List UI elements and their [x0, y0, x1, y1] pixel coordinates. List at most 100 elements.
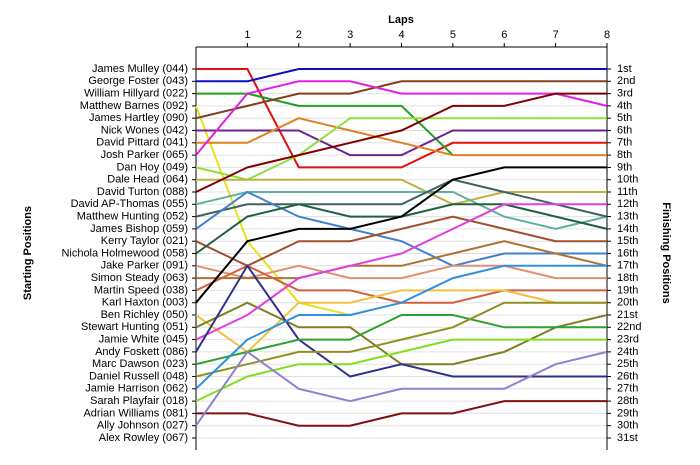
position-line [195, 264, 607, 304]
position-line [195, 314, 607, 366]
y2-tick-label: 8th [617, 149, 632, 161]
driver-label: Daniel Russell (048) [89, 370, 188, 382]
y2-tick-label: 27th [617, 383, 638, 395]
y2-tick-label: 31st [617, 432, 638, 444]
driver-label: Dan Hoy (049) [116, 161, 188, 173]
y2-tick-label: 13th [617, 211, 638, 223]
position-line [196, 68, 607, 83]
y2-tick-label: 15th [617, 235, 638, 247]
y2-tick-label: 9th [617, 161, 632, 173]
position-line [196, 129, 607, 157]
y2-tick-label: 25th [617, 358, 638, 370]
y2-tick-label: 30th [617, 420, 638, 432]
y2-tick-label: 17th [617, 260, 638, 272]
driver-label: Kerry Taylor (021) [101, 235, 188, 247]
y2-tick-label: 1st [617, 63, 632, 75]
y2-tick-label: 4th [617, 100, 632, 112]
position-line [195, 80, 608, 156]
x-tick-label: 7 [553, 29, 559, 41]
driver-label: Nick Wones (042) [101, 124, 188, 136]
y2-tick-label: 29th [617, 407, 638, 419]
position-line [195, 178, 608, 218]
driver-label: George Foster (043) [88, 75, 188, 87]
x-tick-label: 2 [296, 29, 302, 41]
y2-tick-label: 14th [617, 223, 638, 235]
x-axis-title: Laps [388, 14, 414, 26]
position-line [195, 190, 607, 267]
position-line [195, 166, 607, 304]
position-line [195, 203, 607, 341]
y2-tick-label: 10th [617, 174, 638, 186]
position-line [195, 80, 607, 120]
position-line [195, 338, 607, 403]
y2-tick-label: 6th [617, 124, 632, 136]
position-line [196, 92, 454, 156]
driver-label: Jamie Harrison (062) [85, 383, 188, 395]
x-tick-label: 4 [398, 29, 404, 41]
driver-label: Karl Haxton (003) [102, 297, 188, 309]
driver-label: David Turton (088) [97, 186, 188, 198]
driver-label: James Bishop (059) [90, 223, 188, 235]
driver-label: William Hillyard (022) [84, 88, 188, 100]
driver-label: James Hartley (090) [89, 112, 188, 124]
driver-label: Sarah Playfair (018) [90, 395, 188, 407]
position-line [195, 301, 607, 378]
y2-tick-label: 16th [617, 247, 638, 259]
position-line [196, 178, 607, 206]
x-tick-label: 8 [604, 29, 610, 41]
driver-label: Matthew Hunting (052) [77, 211, 188, 223]
x-tick-label: 1 [244, 29, 250, 41]
x-tick-label: 3 [347, 29, 353, 41]
y2-tick-label: 18th [617, 272, 638, 284]
position-line [195, 263, 607, 378]
driver-label: Josh Parker (065) [101, 149, 188, 161]
position-line [195, 301, 608, 366]
driver-label: Simon Steady (063) [91, 272, 188, 284]
driver-label: David AP-Thomas (055) [71, 198, 188, 210]
position-line [195, 117, 607, 181]
y2-tick-label: 19th [617, 284, 638, 296]
position-line [195, 264, 607, 280]
x-tick-label: 6 [501, 29, 507, 41]
y2-tick-label: 24th [617, 346, 638, 358]
y2-tick-label: 26th [617, 370, 638, 382]
x-tick-label: 5 [450, 29, 456, 41]
position-line [195, 350, 608, 427]
position-line [195, 215, 607, 267]
position-line [195, 264, 607, 390]
driver-label: Marc Dawson (023) [92, 358, 188, 370]
y2-tick-label: 22nd [617, 321, 641, 333]
position-line [196, 400, 607, 427]
driver-label: Jake Parker (091) [101, 260, 188, 272]
y2-tick-label: 23rd [617, 334, 639, 346]
driver-label: Ally Johnson (027) [97, 420, 188, 432]
driver-label: Nichola Holmewood (058) [61, 247, 188, 259]
y2-tick-label: 12th [617, 198, 638, 210]
y2-tick-label: 2nd [617, 75, 635, 87]
y2-tick-label: 3rd [617, 88, 633, 100]
driver-label: James Mulley (044) [92, 63, 188, 75]
y2-tick-label: 21st [617, 309, 638, 321]
driver-label: Stewart Hunting (051) [81, 321, 188, 333]
driver-label: Matthew Barnes (092) [80, 100, 188, 112]
driver-label: Ben Richley (050) [101, 309, 188, 321]
position-line [195, 92, 607, 193]
y-axis-title: Starting Positions [22, 206, 34, 300]
position-line [195, 191, 608, 230]
driver-label: David Pittard (041) [96, 137, 188, 149]
y2-tick-label: 5th [617, 112, 632, 124]
driver-label: Andy Foskett (086) [95, 346, 188, 358]
position-line [195, 289, 607, 354]
driver-label: Jamie White (045) [99, 334, 188, 346]
y2-tick-label: 20th [617, 297, 638, 309]
driver-label: Alex Rowley (067) [99, 432, 188, 444]
y2-axis-title: Finishing Positions [660, 202, 672, 303]
driver-label: Dale Head (064) [107, 174, 188, 186]
position-line [196, 240, 608, 280]
y2-tick-label: 28th [617, 395, 638, 407]
y2-tick-label: 7th [617, 137, 632, 149]
y2-tick-label: 11th [617, 186, 638, 198]
driver-label: Adrian Williams (081) [83, 407, 188, 419]
position-line [196, 117, 607, 157]
